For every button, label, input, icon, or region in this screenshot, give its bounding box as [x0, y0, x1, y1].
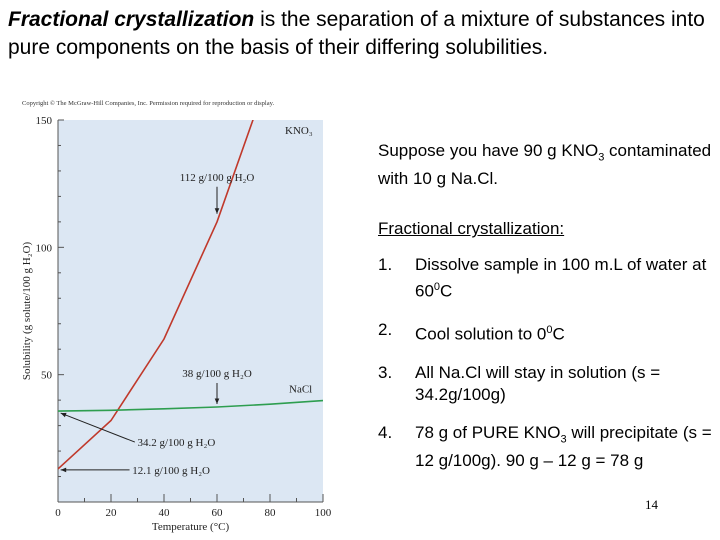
- annotation-112-arrow-head: [214, 208, 220, 214]
- x-axis-title: Temperature (°C): [152, 521, 230, 533]
- annotation-12-1: 12.1 g/100 g H₂O: [132, 465, 210, 477]
- annotation-112: 112 g/100 g H₂O: [180, 172, 255, 184]
- label-layer: KNO₃ NaCl 112 g/100 g H₂O 38 g/100 g H₂O 34.…: [60, 125, 313, 477]
- copyright-line: Copyright © The McGraw-Hill Companies, I…: [22, 100, 274, 107]
- y-tick-label: 50: [41, 370, 53, 382]
- x-tick-label: 20: [106, 507, 118, 519]
- step-list: 1. Dissolve sample in 100 m.L of water a…: [378, 254, 713, 472]
- step-2: 2. Cool solution to 00C: [378, 320, 565, 344]
- title-term: Fractional crystallization: [8, 8, 255, 31]
- x-tick-label: 100: [315, 507, 332, 519]
- plot-background: [58, 120, 323, 502]
- series-line-kno: [58, 120, 254, 470]
- step-3: 3. All Na.Cl will stay in solution (s = …: [378, 362, 661, 404]
- series-layer: [58, 120, 323, 470]
- procedure-panel: Suppose you have 90 g KNO3 contaminated …: [378, 140, 713, 472]
- annotation-34-2-arrow: [60, 412, 136, 443]
- title-rest: is the separation of a mixture of substa…: [8, 8, 705, 59]
- procedure-heading: Fractional crystallization:: [378, 219, 565, 239]
- slide-number: 14: [645, 497, 658, 512]
- axes: 0 20 40 60 80 100 50 100 150 Temperature (°C) Solu…: [21, 115, 332, 533]
- y-tick-label: 150: [36, 115, 53, 127]
- series-label-nacl: NaCl: [289, 384, 312, 396]
- x-tick-label: 80: [265, 507, 277, 519]
- step-1: 1. Dissolve sample in 100 m.L of water a…: [378, 255, 707, 302]
- solubility-chart: Copyright © The McGraw-Hill Companies, I…: [21, 100, 332, 533]
- y-axis-title: Solubility (g solute/100 g H₂O): [21, 242, 33, 381]
- x-tick-label: 40: [159, 507, 171, 519]
- series-label-kno3: KNO₃: [285, 125, 313, 137]
- annotation-38: 38 g/100 g H₂O: [182, 368, 252, 380]
- scenario-text: Suppose you have 90 g KNO3 contaminated …: [378, 141, 712, 189]
- x-tick-label: 0: [55, 507, 61, 519]
- series-line-nacl: [58, 399, 323, 412]
- y-tick-label: 100: [36, 242, 53, 254]
- annotation-34-2: 34.2 g/100 g H₂O: [138, 437, 216, 449]
- x-tick-label: 60: [212, 507, 224, 519]
- annotation-38-arrow-head: [214, 398, 220, 405]
- slide-title: Fractional crystallization is the separa…: [8, 6, 713, 62]
- annotation-34-2-arrow-head: [60, 412, 67, 418]
- annotation-12-1-arrow-head: [60, 467, 67, 473]
- step-4: 4. 78 g of PURE KNO3 will precipitate (s…: [378, 422, 712, 471]
